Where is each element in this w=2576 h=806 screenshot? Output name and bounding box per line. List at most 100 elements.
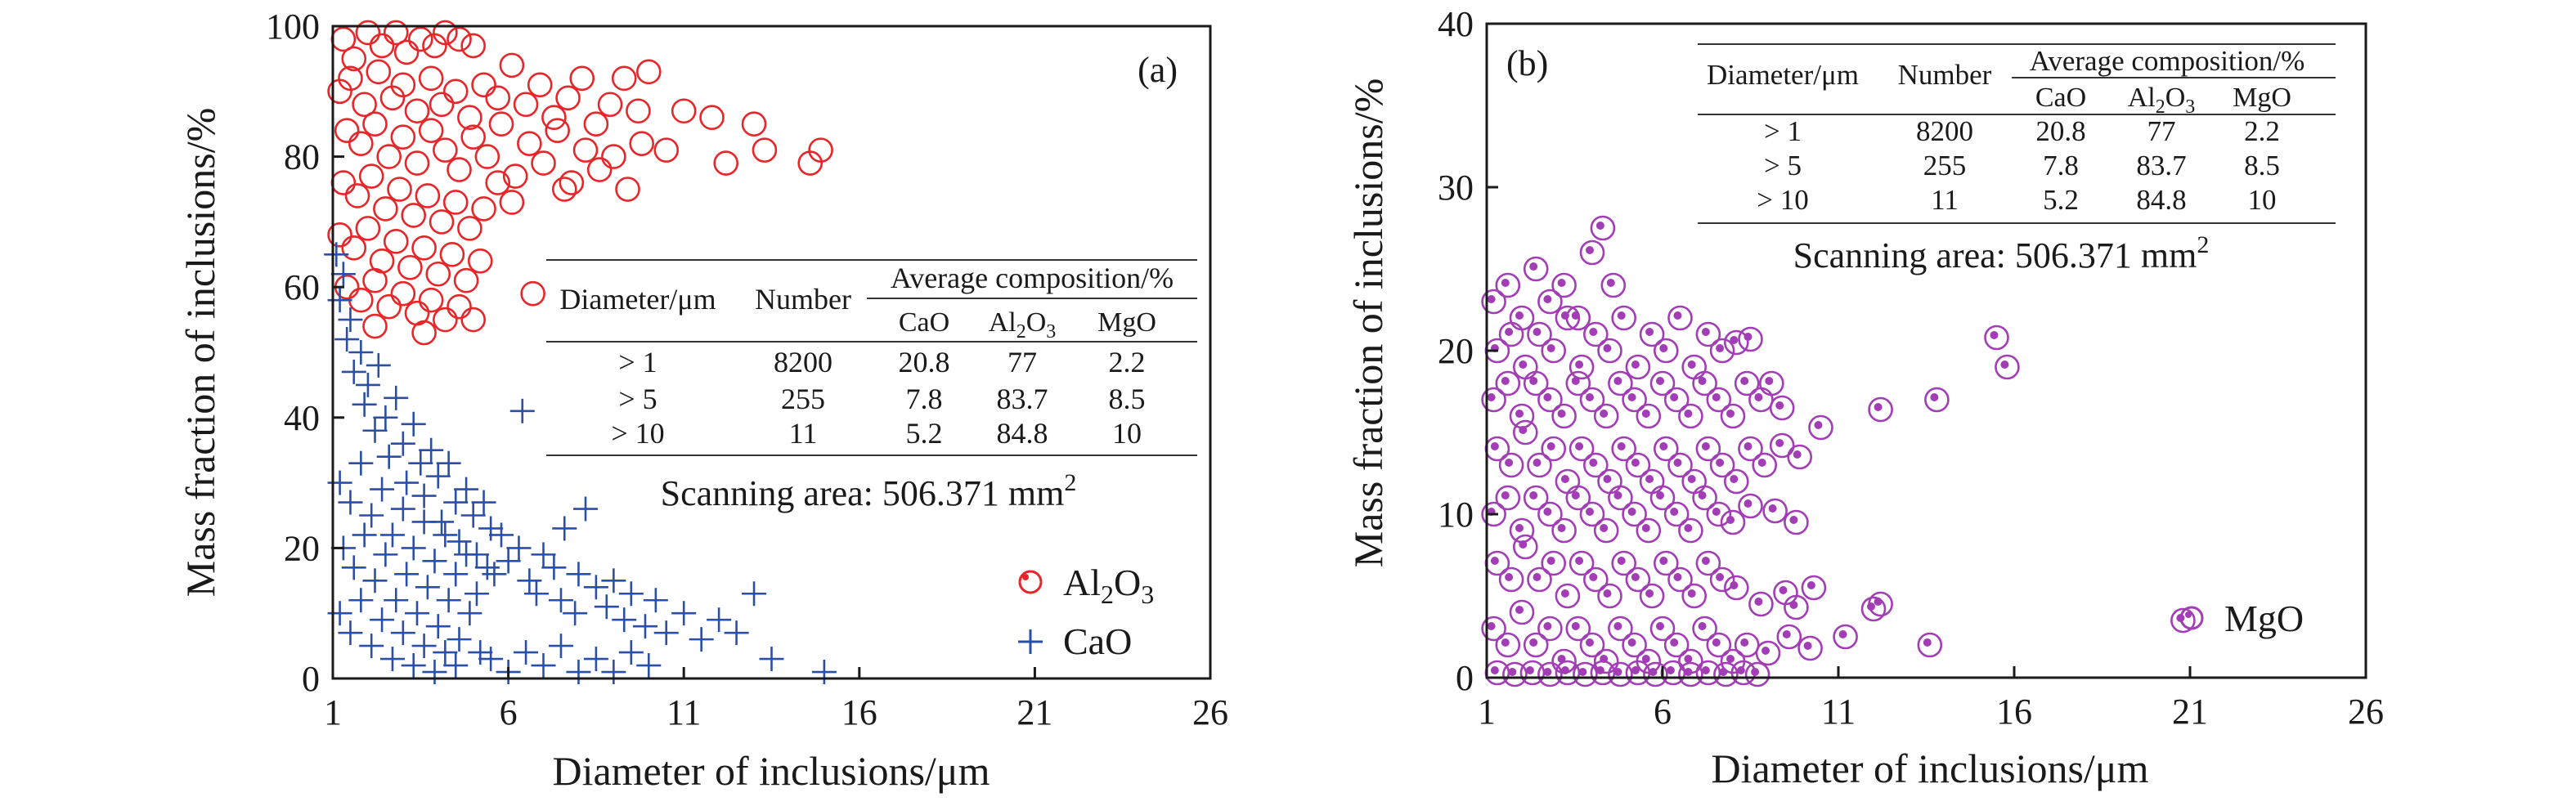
- point-cao-69: [433, 522, 458, 548]
- point-mgo-145: [1755, 640, 1781, 666]
- point-cao-65: [390, 496, 415, 522]
- point-al2o3-100: [520, 280, 545, 307]
- point-mgo-141: [1692, 616, 1717, 642]
- point-mgo-7: [1579, 240, 1605, 266]
- x-tick-label: 11: [1821, 692, 1856, 732]
- panel-b-legend: MgO: [2179, 598, 2304, 639]
- point-al2o3-98: [447, 293, 472, 320]
- x-tick-label: 16: [1996, 692, 2032, 732]
- point-cao-31: [496, 549, 521, 574]
- point-cao-55: [724, 620, 749, 646]
- point-al2o3-1: [341, 46, 367, 72]
- point-al2o3-37: [362, 111, 388, 137]
- point-mgo-86: [1593, 517, 1619, 544]
- point-mgo-130: [1537, 616, 1563, 642]
- point-al2o3-99: [460, 307, 486, 333]
- panel-b-table-header-diameter: Diameter/μm: [1707, 59, 1859, 91]
- panel-a-plot-frame: [331, 25, 1212, 680]
- point-cao-105: [566, 660, 591, 685]
- point-mgo-128: [1509, 599, 1535, 625]
- point-al2o3-48: [517, 131, 542, 156]
- point-al2o3-58: [671, 98, 697, 124]
- panel-a-table-sub-cao: CaO: [899, 307, 949, 338]
- point-al2o3-89: [467, 248, 493, 274]
- point-cao-18: [419, 437, 444, 463]
- panel-b-data-points: [1481, 215, 2196, 687]
- point-mgo-71: [1695, 436, 1721, 462]
- point-al2o3-12: [338, 65, 363, 92]
- point-cao-11: [362, 418, 388, 443]
- point-mgo-91: [1663, 501, 1690, 527]
- point-cao-27: [471, 490, 496, 515]
- point-cao-53: [689, 627, 714, 652]
- table-cell-number: 11: [1931, 184, 1959, 216]
- panel-a-legend-al2o3-marker: [1018, 570, 1043, 594]
- point-cao-54: [707, 607, 732, 633]
- point-mgo-142: [1706, 632, 1732, 658]
- point-cao-48: [618, 581, 644, 607]
- point-cao-41: [566, 562, 591, 587]
- point-al2o3-4: [383, 20, 409, 46]
- table-cell-number: 8200: [1916, 115, 1973, 147]
- point-mgo-35: [1565, 370, 1591, 396]
- point-al2o3-8: [433, 20, 458, 46]
- point-mgo-3: [1523, 256, 1549, 282]
- point-mgo-85: [1579, 501, 1605, 527]
- point-cao-66: [401, 535, 426, 561]
- point-al2o3-93: [376, 293, 402, 320]
- point-cao-57: [759, 647, 784, 672]
- point-cao-80: [394, 562, 420, 587]
- point-al2o3-31: [597, 92, 623, 118]
- point-cao-8: [366, 352, 391, 378]
- point-mgo-155: [1608, 661, 1633, 687]
- point-mgo-96: [1738, 493, 1763, 519]
- table-cell-al2o3: 84.8: [997, 417, 1048, 450]
- point-al2o3-66: [344, 183, 370, 208]
- point-mgo-19: [1611, 305, 1636, 331]
- point-al2o3-21: [457, 105, 482, 131]
- point-cao-59: [327, 470, 352, 495]
- point-al2o3-51: [559, 170, 585, 195]
- point-mgo-110: [1639, 583, 1665, 609]
- point-mgo-92: [1678, 517, 1703, 544]
- point-cao-86: [457, 601, 482, 626]
- point-cao-10: [373, 405, 398, 430]
- point-al2o3-96: [418, 287, 444, 313]
- point-al2o3-57: [653, 137, 680, 163]
- point-mgo-106: [1583, 566, 1609, 593]
- point-mgo-49: [1759, 370, 1784, 396]
- x-tick-label: 1: [324, 692, 342, 732]
- point-al2o3-62: [752, 137, 778, 163]
- point-al2o3-49: [531, 150, 556, 176]
- point-mgo-119: [1784, 594, 1809, 620]
- point-cao-108: [618, 640, 644, 665]
- point-al2o3-23: [485, 85, 511, 111]
- point-cao-72: [464, 581, 489, 607]
- point-al2o3-19: [429, 92, 455, 118]
- point-mgo-13: [1527, 321, 1552, 347]
- point-mgo-105: [1568, 550, 1595, 576]
- point-al2o3-86: [425, 261, 451, 287]
- point-cao-26: [447, 529, 472, 554]
- point-cao-56: [742, 581, 767, 607]
- point-al2o3-75: [471, 196, 496, 222]
- point-mgo-5: [1551, 272, 1577, 298]
- point-cao-89: [338, 620, 363, 646]
- point-mgo-90: [1649, 485, 1676, 511]
- point-al2o3-41: [418, 118, 444, 143]
- y-tick-label: 20: [1438, 331, 1474, 371]
- point-al2o3-45: [474, 144, 500, 169]
- panel-a-legend-cao-label: CaO: [1063, 620, 1132, 662]
- point-al2o3-10: [460, 33, 486, 59]
- y-tick-label: 10: [1438, 495, 1474, 535]
- point-cao-106: [583, 647, 608, 672]
- point-mgo-63: [1583, 452, 1609, 478]
- table-cell-cao: 7.8: [2043, 150, 2079, 181]
- point-mgo-48: [1748, 387, 1774, 413]
- point-mgo-104: [1555, 583, 1581, 609]
- point-al2o3-27: [541, 105, 567, 131]
- x-tick-label: 26: [2348, 692, 2384, 732]
- point-cao-46: [601, 568, 626, 593]
- point-al2o3-94: [390, 280, 416, 307]
